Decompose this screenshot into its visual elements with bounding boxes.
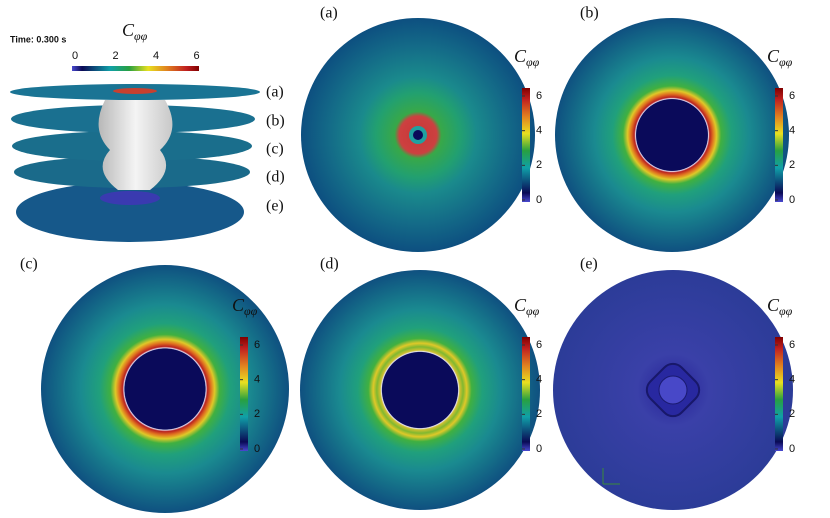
title-subscript: φφ xyxy=(779,304,793,318)
slice-a-core xyxy=(113,88,157,94)
title-symbol: C xyxy=(514,46,527,66)
colorbar-tick-label: 0 xyxy=(72,50,78,62)
colorbar xyxy=(240,337,248,451)
title-subscript: φφ xyxy=(244,304,258,318)
colorbar-tick-label: 6 xyxy=(254,339,260,351)
colorbar xyxy=(522,88,530,202)
colorbar-tick-label: 6 xyxy=(789,339,795,351)
cone xyxy=(98,100,173,190)
title-symbol: C xyxy=(514,295,527,315)
colorbar-tick-label: 6 xyxy=(536,90,542,102)
colorbar-tick-label: 0 xyxy=(536,194,542,206)
colorbar-tick-label: 2 xyxy=(789,159,795,171)
panel-label: (a) xyxy=(320,5,338,22)
colorbar-title: Cφφ xyxy=(514,295,540,318)
colorbar-tick-label: 4 xyxy=(789,374,795,386)
title-symbol: C xyxy=(122,20,135,40)
slice-label: (c) xyxy=(266,141,284,158)
colorbar xyxy=(72,66,199,71)
colorbar-title: Cφφ xyxy=(514,46,540,69)
colorbar-title: Cφφ xyxy=(122,20,148,43)
colorbar xyxy=(775,88,783,202)
contour-disc xyxy=(41,265,289,513)
panel: (a) Cφφ 0 2 4 6 xyxy=(301,5,542,252)
colorbar-title: Cφφ xyxy=(232,295,258,318)
colorbar-tick-label: 6 xyxy=(789,90,795,102)
title-subscript: φφ xyxy=(526,304,540,318)
axes-glyph xyxy=(602,468,620,485)
slice-label: (d) xyxy=(266,169,285,186)
colorbar-tick-label: 2 xyxy=(789,408,795,420)
contour-disc xyxy=(300,270,540,510)
slice-label: (a) xyxy=(266,84,284,101)
title-symbol: C xyxy=(767,295,780,315)
overview-3d: Time: 0.300 s Cφφ 0 2 4 6 (a) (b) (c) (d) (e) xyxy=(10,20,285,242)
colorbar-tick-label: 2 xyxy=(536,159,542,171)
colorbar-tick-label: 2 xyxy=(254,408,260,420)
title-subscript: φφ xyxy=(526,55,540,69)
panel: (d) Cφφ 0 2 4 6 xyxy=(300,256,542,510)
colorbar-tick-label: 4 xyxy=(789,125,795,137)
time-label: Time: 0.300 s xyxy=(10,34,66,44)
colorbar-tick-label: 4 xyxy=(536,374,542,386)
slice-e-core xyxy=(100,191,160,205)
title-symbol: C xyxy=(232,295,245,315)
colorbar-title: Cφφ xyxy=(767,295,793,318)
panel: (b) Cφφ 0 2 4 6 xyxy=(555,5,795,252)
colorbar-tick-label: 0 xyxy=(789,443,795,455)
colorbar-tick-label: 2 xyxy=(536,408,542,420)
colorbar-tick-label: 4 xyxy=(536,125,542,137)
colorbar-tick-label: 0 xyxy=(536,443,542,455)
colorbar-tick-label: 6 xyxy=(193,50,199,62)
slice-label: (b) xyxy=(266,113,285,130)
panel-label: (d) xyxy=(320,256,339,273)
title-subscript: φφ xyxy=(134,29,148,43)
colorbar-tick-label: 2 xyxy=(112,50,118,62)
panel: (c) Cφφ 0 2 4 6 xyxy=(20,256,289,513)
colorbar xyxy=(522,337,530,451)
colorbar-tick-label: 4 xyxy=(153,50,159,62)
colorbar-tick-label: 6 xyxy=(536,339,542,351)
colorbar-tick-label: 0 xyxy=(254,443,260,455)
panel: (e) Cφφ 0 2 4 6 xyxy=(553,256,795,510)
panel-label: (c) xyxy=(20,256,38,273)
title-symbol: C xyxy=(767,46,780,66)
panel-label: (e) xyxy=(580,256,598,273)
panel-label: (b) xyxy=(580,5,599,22)
title-subscript: φφ xyxy=(779,55,793,69)
slice-e xyxy=(16,182,244,242)
contour-disc xyxy=(555,18,789,252)
slice-label: (e) xyxy=(266,198,284,215)
colorbar xyxy=(775,337,783,451)
colorbar-tick-label: 4 xyxy=(254,374,260,386)
colorbar-title: Cφφ xyxy=(767,46,793,69)
core xyxy=(413,130,423,140)
colorbar-tick-label: 0 xyxy=(789,194,795,206)
core xyxy=(658,375,688,405)
